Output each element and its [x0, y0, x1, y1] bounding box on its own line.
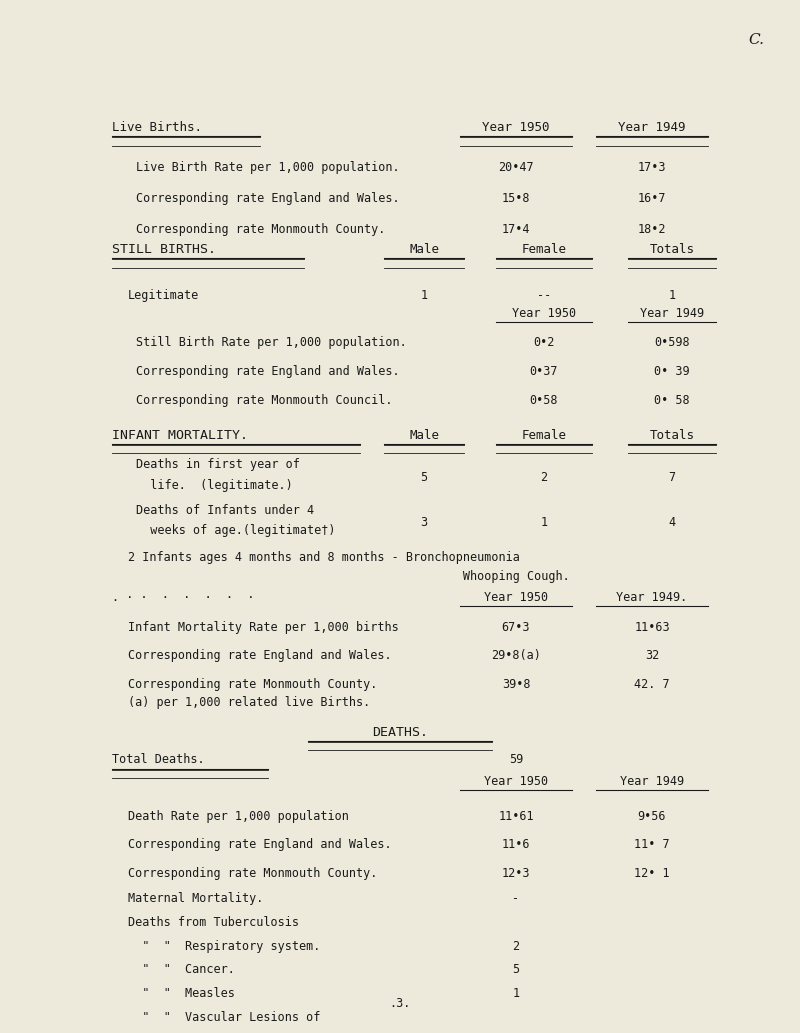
Text: Total Deaths.: Total Deaths.	[112, 753, 205, 766]
Text: 2: 2	[513, 940, 519, 952]
Text: Live Birth Rate per 1,000 population.: Live Birth Rate per 1,000 population.	[136, 161, 400, 174]
Text: 11• 7: 11• 7	[634, 839, 670, 851]
Text: Male: Male	[409, 429, 439, 442]
Text: Deaths in first year of: Deaths in first year of	[136, 459, 300, 471]
Text: "  "  Cancer.: " " Cancer.	[128, 964, 235, 976]
Text: weeks of age.(legitimate†): weeks of age.(legitimate†)	[136, 525, 335, 537]
Text: 11•6: 11•6	[502, 839, 530, 851]
Text: --: --	[537, 289, 551, 302]
Text: (a) per 1,000 related live Births.: (a) per 1,000 related live Births.	[128, 696, 370, 709]
Text: STILL BIRTHS.: STILL BIRTHS.	[112, 243, 216, 256]
Text: Year 1950: Year 1950	[512, 307, 576, 320]
Text: Female: Female	[522, 243, 566, 256]
Text: Deaths from Tuberculosis: Deaths from Tuberculosis	[128, 916, 299, 929]
Text: Live Births.: Live Births.	[112, 121, 202, 134]
Text: 1: 1	[513, 988, 519, 1000]
Text: 29•8(a): 29•8(a)	[491, 650, 541, 662]
Text: Year 1950: Year 1950	[484, 591, 548, 604]
Text: 0• 58: 0• 58	[654, 395, 690, 407]
Text: 0•598: 0•598	[654, 337, 690, 349]
Text: Maternal Mortality.: Maternal Mortality.	[128, 893, 263, 905]
Text: 20•47: 20•47	[498, 161, 534, 174]
Text: Whooping Cough.: Whooping Cough.	[128, 570, 570, 583]
Text: 12•3: 12•3	[502, 868, 530, 880]
Text: life.  (legitimate.): life. (legitimate.)	[136, 479, 293, 492]
Text: 16•7: 16•7	[638, 192, 666, 205]
Text: Corresponding rate Monmouth County.: Corresponding rate Monmouth County.	[128, 868, 378, 880]
Text: 42. 7: 42. 7	[634, 679, 670, 691]
Text: 11•61: 11•61	[498, 810, 534, 822]
Text: Corresponding rate England and Wales.: Corresponding rate England and Wales.	[136, 192, 400, 205]
Text: Male: Male	[409, 243, 439, 256]
Text: 17•3: 17•3	[638, 161, 666, 174]
Text: 17•4: 17•4	[502, 223, 530, 236]
Text: 0•2: 0•2	[534, 337, 554, 349]
Text: -: -	[513, 893, 519, 905]
Text: Deaths of Infants under 4: Deaths of Infants under 4	[136, 504, 314, 516]
Text: Totals: Totals	[650, 243, 694, 256]
Text: 3: 3	[421, 516, 427, 529]
Text: Still Birth Rate per 1,000 population.: Still Birth Rate per 1,000 population.	[136, 337, 406, 349]
Text: 39•8: 39•8	[502, 679, 530, 691]
Text: Corresponding rate England and Wales.: Corresponding rate England and Wales.	[128, 839, 392, 851]
Text: 11•63: 11•63	[634, 621, 670, 633]
Text: 4: 4	[669, 516, 675, 529]
Text: 32: 32	[645, 650, 659, 662]
Text: C.: C.	[748, 33, 764, 48]
Text: 5: 5	[513, 964, 519, 976]
Text: Legitimate: Legitimate	[128, 289, 199, 302]
Text: 5: 5	[421, 471, 427, 483]
Text: Death Rate per 1,000 population: Death Rate per 1,000 population	[128, 810, 349, 822]
Text: Corresponding rate Monmouth County.: Corresponding rate Monmouth County.	[128, 679, 378, 691]
Text: 7: 7	[669, 471, 675, 483]
Text: 59: 59	[509, 753, 523, 766]
Text: "  "  Vascular Lesions of: " " Vascular Lesions of	[128, 1011, 320, 1024]
Text: . · ·  ·  ·  ·  ·  ·: . · · · · · · ·	[112, 591, 254, 604]
Text: Year 1949: Year 1949	[618, 121, 686, 134]
Text: Corresponding rate Monmouth Council.: Corresponding rate Monmouth Council.	[136, 395, 393, 407]
Text: 0• 39: 0• 39	[654, 366, 690, 378]
Text: 1: 1	[669, 289, 675, 302]
Text: 9•56: 9•56	[638, 810, 666, 822]
Text: Infant Mortality Rate per 1,000 births: Infant Mortality Rate per 1,000 births	[128, 621, 398, 633]
Text: Year 1949: Year 1949	[620, 775, 684, 788]
Text: 0•37: 0•37	[530, 366, 558, 378]
Text: 2: 2	[541, 471, 547, 483]
Text: 0•58: 0•58	[530, 395, 558, 407]
Text: 1: 1	[541, 516, 547, 529]
Text: Corresponding rate England and Wales.: Corresponding rate England and Wales.	[128, 650, 392, 662]
Text: 12• 1: 12• 1	[634, 868, 670, 880]
Text: 1: 1	[421, 289, 427, 302]
Text: Year 1950: Year 1950	[482, 121, 550, 134]
Text: Female: Female	[522, 429, 566, 442]
Text: Corresponding rate England and Wales.: Corresponding rate England and Wales.	[136, 366, 400, 378]
Text: 18•2: 18•2	[638, 223, 666, 236]
Text: "  "  Respiratory system.: " " Respiratory system.	[128, 940, 320, 952]
Text: DEATHS.: DEATHS.	[372, 725, 428, 739]
Text: Totals: Totals	[650, 429, 694, 442]
Text: 67•3: 67•3	[502, 621, 530, 633]
Text: Year 1950: Year 1950	[484, 775, 548, 788]
Text: "  "  Measles: " " Measles	[128, 988, 235, 1000]
Text: Year 1949.: Year 1949.	[616, 591, 688, 604]
Text: Year 1949: Year 1949	[640, 307, 704, 320]
Text: Corresponding rate Monmouth County.: Corresponding rate Monmouth County.	[136, 223, 386, 236]
Text: INFANT MORTALITY.: INFANT MORTALITY.	[112, 429, 248, 442]
Text: 15•8: 15•8	[502, 192, 530, 205]
Text: .3.: .3.	[390, 997, 410, 1010]
Text: 2 Infants ages 4 months and 8 months - Bronchopneumonia: 2 Infants ages 4 months and 8 months - B…	[128, 552, 520, 564]
